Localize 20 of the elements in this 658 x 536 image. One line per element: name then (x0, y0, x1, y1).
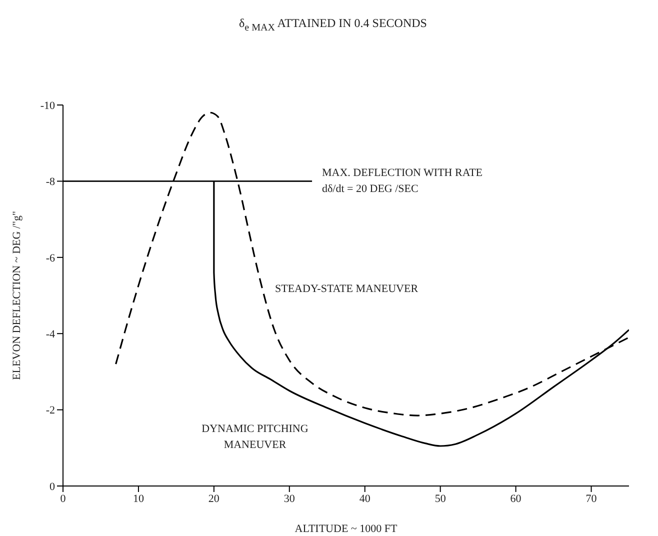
x-tick-label: 50 (434, 492, 446, 505)
x-tick-label: 30 (284, 492, 296, 505)
y-tick-label: -6 (46, 252, 56, 264)
x-tick-label: 70 (586, 492, 598, 505)
x-axis-title: ALTITUDE ~ 1000 FT (294, 523, 398, 535)
y-tick-label: -10 (40, 100, 56, 112)
x-tick-label: 60 (510, 492, 522, 505)
y-tick-label: -2 (46, 404, 55, 417)
x-tick-label: 10 (132, 492, 144, 505)
x-tick-label: 40 (359, 492, 371, 505)
chart-title: δ$_{e MAX}$ ATTAINED IN 0.4 SECONDS (238, 16, 428, 34)
y-tick-label: -4 (46, 328, 56, 341)
x-tick-label: 20 (208, 492, 220, 505)
y-tick-label: 0 (50, 480, 56, 493)
y-tick-label: -8 (46, 176, 56, 188)
annotation: MAX. DEFLECTION WITH RATE dδ/dt = 20 DEG /SEC (322, 167, 483, 195)
series-label: STEADY-STATE MANEUVER (275, 283, 419, 295)
x-tick-label: 0 (60, 492, 66, 505)
series-label: DYNAMIC PITCHING MANEUVER (202, 423, 308, 451)
y-axis-title: ELEVON DEFLECTION ~ DEG /"g" (10, 211, 23, 380)
